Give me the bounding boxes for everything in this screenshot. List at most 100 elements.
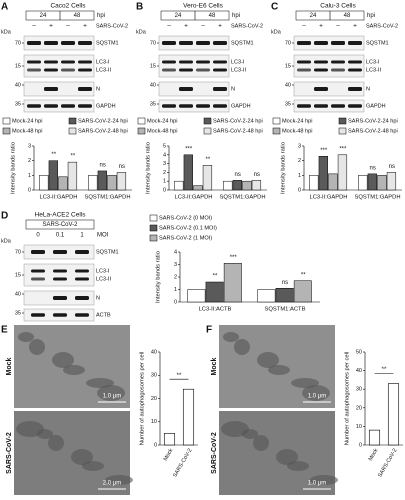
bar bbox=[202, 165, 213, 191]
blot-band bbox=[78, 87, 92, 91]
em-organelle bbox=[97, 385, 125, 401]
blot-band bbox=[53, 277, 67, 281]
legend-swatch bbox=[2, 127, 11, 135]
bar bbox=[367, 173, 377, 191]
blot-band bbox=[331, 68, 345, 72]
em-organelle bbox=[257, 352, 279, 368]
panel-label: F bbox=[206, 325, 212, 336]
bar bbox=[386, 172, 397, 191]
legend-swatch bbox=[338, 127, 347, 135]
blot-strip bbox=[158, 54, 230, 78]
protein-label: SQSTM1 bbox=[96, 249, 119, 255]
panel-label: A bbox=[1, 2, 8, 13]
blot-band bbox=[213, 60, 227, 64]
sign-label: – bbox=[167, 23, 171, 30]
panel-label: D bbox=[1, 211, 8, 222]
y-tick-label: 40 bbox=[356, 368, 362, 374]
legend-label: Mock-24 hpi bbox=[147, 118, 177, 124]
sign-label: – bbox=[201, 23, 205, 30]
bar bbox=[223, 180, 233, 191]
bar bbox=[116, 172, 127, 191]
protein-label: LC3-I bbox=[231, 59, 245, 65]
panel-title: Vero-E6 Cells bbox=[183, 3, 223, 10]
em-organelle bbox=[63, 365, 85, 375]
blot-band bbox=[78, 60, 92, 64]
y-tick-label: 1 bbox=[298, 173, 301, 179]
em-organelle bbox=[18, 332, 34, 342]
y-tick-label: 20 bbox=[356, 405, 362, 411]
blot-band bbox=[348, 87, 362, 91]
bar bbox=[223, 263, 242, 303]
bar bbox=[275, 288, 294, 303]
scale-label: 1.0 μm bbox=[103, 394, 121, 400]
blot-strip bbox=[23, 81, 95, 97]
protein-label: GAPDH bbox=[366, 103, 386, 109]
blot-strip bbox=[293, 54, 365, 78]
bar bbox=[293, 280, 312, 303]
significance-label: ** bbox=[205, 157, 210, 163]
blot-band bbox=[31, 269, 45, 273]
em-organelle bbox=[287, 461, 309, 471]
treatment-box bbox=[25, 219, 95, 230]
x-tick-label: LC3-II:ACTB bbox=[199, 307, 232, 313]
bar bbox=[193, 185, 203, 191]
protein-label: N bbox=[231, 86, 235, 92]
marker-label: 35 bbox=[285, 101, 291, 107]
blot-band bbox=[61, 60, 75, 64]
blot-band bbox=[27, 41, 41, 45]
x-tick-label: SQSTM1:GAPDH bbox=[84, 195, 130, 201]
marker-label: 40 bbox=[150, 82, 156, 88]
blot-band bbox=[348, 104, 362, 108]
legend-label: Mock-48 hpi bbox=[282, 128, 312, 134]
sign-label: – bbox=[66, 23, 70, 30]
marker-label: 70 bbox=[285, 40, 291, 46]
bar bbox=[48, 160, 58, 191]
bar bbox=[39, 175, 49, 191]
bar bbox=[97, 170, 107, 191]
em-organelle bbox=[302, 385, 330, 401]
legend-swatch bbox=[137, 127, 146, 135]
significance-label: *** bbox=[230, 255, 238, 261]
bar bbox=[328, 173, 338, 191]
y-tick-label: 3 bbox=[163, 161, 166, 167]
bar bbox=[318, 156, 328, 191]
marker-label: 40 bbox=[285, 82, 291, 88]
y-axis-label: Number of autophagosomes per cell bbox=[345, 352, 351, 445]
bar bbox=[337, 154, 348, 191]
unit-label: kDa bbox=[1, 238, 12, 244]
blot-band bbox=[297, 68, 311, 72]
blot-strip bbox=[293, 81, 365, 97]
panel-title: Calu-3 Cells bbox=[320, 3, 356, 10]
unit-label: kDa bbox=[1, 29, 12, 35]
significance-label: ** bbox=[382, 367, 387, 373]
protein-label: GAPDH bbox=[231, 103, 251, 109]
sign-label: – bbox=[32, 23, 36, 30]
protein-label: LC3-I bbox=[96, 268, 110, 274]
protein-label: N bbox=[96, 86, 100, 92]
timepoint-label: 24 bbox=[40, 13, 47, 19]
bar bbox=[88, 175, 98, 191]
timepoint-label: 48 bbox=[344, 13, 351, 19]
blot-band bbox=[196, 41, 210, 45]
blot-strip bbox=[158, 81, 230, 97]
sign-label: + bbox=[319, 23, 323, 30]
significance-label: ns bbox=[100, 163, 106, 169]
protein-label: LC3-II bbox=[96, 276, 111, 282]
blot-band bbox=[78, 104, 92, 108]
bar bbox=[183, 154, 193, 191]
blot-band bbox=[27, 104, 41, 108]
blot-band bbox=[27, 60, 41, 64]
em-organelle bbox=[16, 421, 44, 437]
em-organelle bbox=[52, 352, 74, 368]
blot-band bbox=[61, 104, 75, 108]
bar bbox=[107, 175, 117, 191]
blot-band bbox=[61, 68, 75, 72]
significance-label: ** bbox=[177, 373, 182, 379]
blot-band bbox=[162, 68, 176, 72]
blot-band bbox=[348, 68, 362, 72]
legend-swatch bbox=[149, 214, 158, 222]
x-tick-label: SQSTM1:GAPDH bbox=[219, 195, 265, 201]
blot-band bbox=[348, 41, 362, 45]
panel-title: HeLa-ACE2 Cells bbox=[35, 212, 87, 219]
blot-band bbox=[196, 104, 210, 108]
